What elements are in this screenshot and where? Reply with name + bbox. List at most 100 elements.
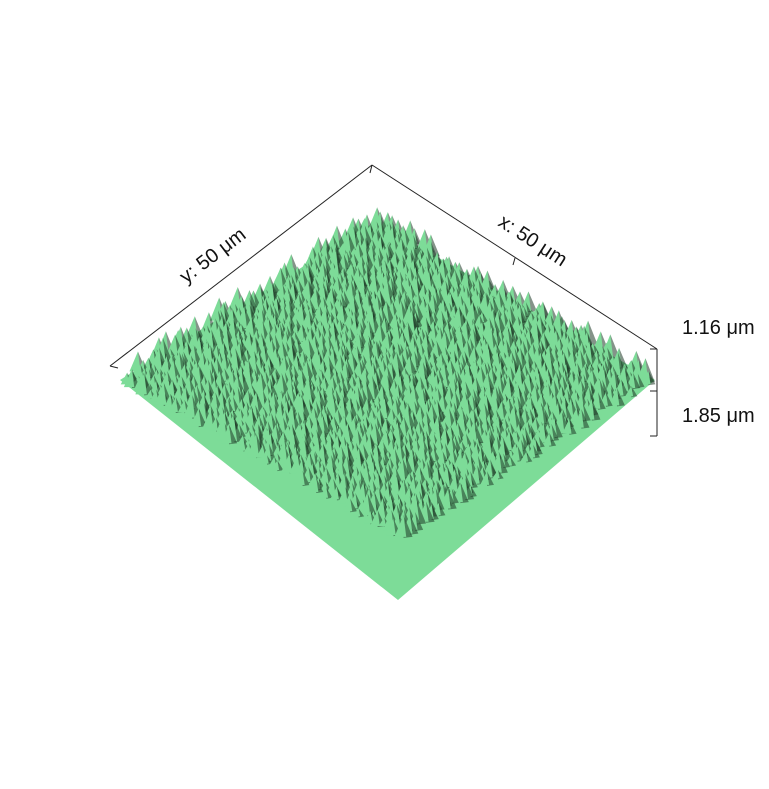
surface-spike-shadow [489, 436, 498, 459]
surface-spike-shadow [616, 387, 625, 407]
surface-spike [353, 508, 361, 517]
surface-spike [350, 451, 362, 472]
surface-spike [135, 373, 147, 395]
surface-spike-shadow [510, 456, 517, 467]
surface-spike-shadow [409, 514, 419, 535]
surface-spike [477, 292, 488, 313]
surface-spike [209, 417, 219, 431]
surface-spike [308, 437, 321, 461]
surface-spike-shadow [438, 502, 446, 517]
surface-spike [309, 477, 319, 493]
surface-spike [428, 340, 439, 358]
surface-spike [343, 498, 353, 512]
surface-spike [338, 231, 351, 255]
surface-spike-shadow [465, 477, 475, 501]
z-upper-label: 1.16 μm [682, 317, 755, 339]
surface-spike [378, 517, 386, 527]
surface-spike [330, 486, 339, 500]
surface-spike [337, 486, 348, 504]
surface-spike [366, 273, 378, 295]
surface-spike-shadow [326, 413, 335, 435]
surface-spike [439, 488, 451, 509]
surface-spike-shadow [428, 307, 437, 328]
surface-spike-shadow [470, 471, 478, 489]
x-axis-label: x: 50 μm [494, 211, 571, 271]
surface-spike [425, 352, 435, 367]
surface-spike [276, 355, 288, 376]
surface-spike-shadow [350, 498, 357, 513]
surface-spike [463, 301, 476, 324]
surface-spike [183, 394, 195, 418]
surface-spike-shadow [598, 392, 606, 410]
surface-spike [133, 364, 143, 379]
surface-spike-shadow [514, 408, 524, 434]
surface-spike-shadow [533, 444, 540, 459]
surface-spike [605, 370, 617, 393]
surface-spike [370, 322, 383, 346]
surface-spike-shadow [581, 409, 590, 429]
surface-spike-shadow [460, 482, 469, 504]
surface-spike-shadow [551, 423, 560, 442]
surface-spike-shadow [448, 488, 457, 510]
surface-spike-shadow [535, 438, 543, 455]
surface-spike-shadow [470, 484, 477, 498]
surface-spike [641, 370, 651, 385]
surface-spike-shadow [474, 420, 484, 445]
surface-spike [202, 409, 214, 429]
surface-spike [243, 443, 251, 454]
surface-spike [328, 262, 340, 283]
surface-spike [447, 474, 458, 492]
surface-spike [370, 509, 380, 526]
surface-spike [252, 372, 264, 395]
surface-spike-shadow [593, 342, 600, 355]
surface-spike-shadow [526, 451, 533, 463]
surface-spike [256, 444, 266, 458]
surface-spike-shadow [451, 488, 459, 504]
surface-spike-shadow [193, 345, 202, 365]
surface-spike-shadow [367, 492, 377, 517]
y-axis-start-tick [109, 365, 119, 369]
surface-spike [480, 471, 490, 485]
surface-spike-shadow [605, 392, 613, 407]
surface-spike [573, 409, 584, 428]
surface-spike [123, 369, 135, 388]
surface-spike [385, 518, 396, 536]
surface-spike-shadow [302, 470, 310, 486]
surface-spike [492, 469, 500, 479]
surface-spike-shadow [554, 417, 563, 439]
y-axis-line [109, 164, 373, 367]
surface-spike [185, 345, 197, 364]
surface-spike-shadow [437, 399, 447, 423]
surface-spike [402, 472, 412, 485]
surface-spike-shadow [582, 403, 591, 422]
surface-spike [394, 514, 407, 537]
surface-spike [295, 470, 305, 485]
surface-spike [339, 422, 351, 444]
surface-spike-shadow [591, 399, 601, 421]
surface-spike-shadow [621, 379, 629, 397]
surface-spike [449, 306, 462, 329]
surface-spike-shadow [409, 356, 418, 376]
surface-spike [487, 450, 495, 461]
surface-spike [281, 452, 293, 473]
surface-spike [569, 407, 579, 422]
x-axis-line [371, 164, 658, 350]
surface-spike [420, 307, 431, 327]
surface-spike [414, 458, 425, 475]
surface-spike-shadow [277, 460, 284, 472]
surface-spike [271, 460, 280, 471]
surface-spike [300, 381, 312, 404]
surface-spike [237, 439, 246, 451]
surface-spike [246, 433, 259, 458]
surface-spike [440, 408, 452, 430]
surface-spike-shadow [241, 370, 251, 394]
surface-spike-shadow [326, 487, 333, 499]
surface-spike [154, 382, 167, 405]
surface-spike [162, 394, 173, 411]
surface-spike-shadow [631, 386, 638, 398]
surface-spike-shadow [173, 360, 182, 381]
surface-spike [175, 363, 188, 388]
surface-spike [158, 355, 170, 375]
surface-spike [145, 389, 153, 399]
